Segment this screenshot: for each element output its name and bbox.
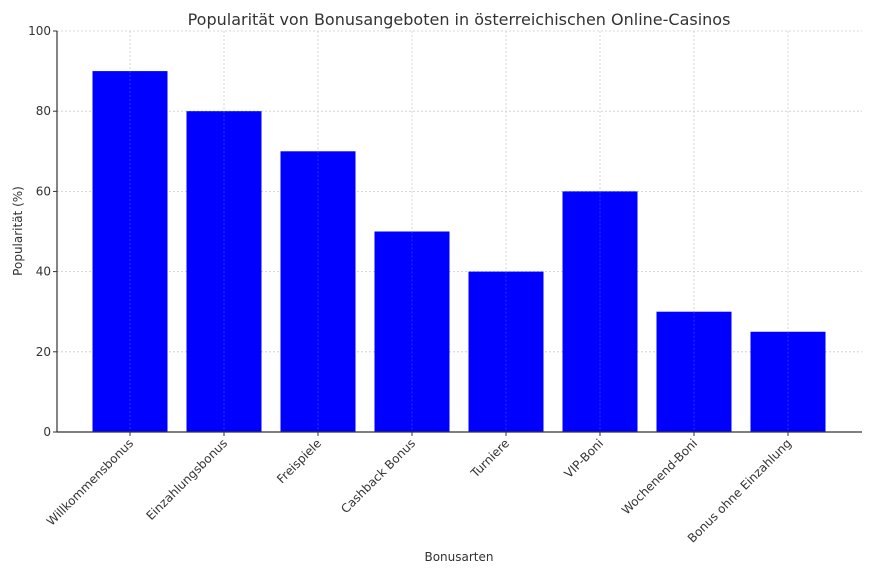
y-axis-label: Popularität (%) xyxy=(11,186,25,276)
x-axis-ticks: Willkommensbonus Einzahlungsbonus Freispie… xyxy=(44,432,794,546)
y-tick-label: 0 xyxy=(43,425,51,439)
chart-title: Popularität von Bonusangeboten in österr… xyxy=(188,10,731,29)
x-tick-label: Turniere xyxy=(467,436,512,481)
y-tick-label: 20 xyxy=(36,345,51,359)
x-tick-label: Bonus ohne Einzahlung xyxy=(685,436,794,545)
grid xyxy=(57,30,862,433)
x-tick-label: VIP-Boni xyxy=(561,436,606,481)
x-tick-label: Willkommensbonus xyxy=(44,436,136,528)
x-tick-label: Cashback Bonus xyxy=(338,436,418,516)
y-axis-ticks: 0 20 40 60 80 100 xyxy=(28,24,57,439)
x-tick-label: Wochenend-Boni xyxy=(619,436,700,517)
y-tick-label: 60 xyxy=(36,184,51,198)
x-tick-label: Freispiele xyxy=(274,436,324,486)
y-tick-label: 100 xyxy=(28,24,51,38)
y-tick-label: 40 xyxy=(36,265,51,279)
bars xyxy=(92,71,826,433)
y-tick-label: 80 xyxy=(36,104,51,118)
x-axis-label: Bonusarten xyxy=(424,550,493,564)
x-tick-label: Einzahlungsbonus xyxy=(143,436,230,523)
